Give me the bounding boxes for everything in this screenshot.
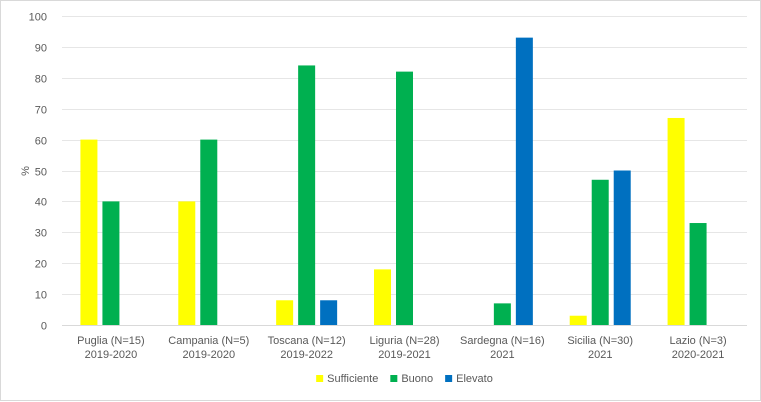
legend-swatch-sufficiente bbox=[316, 375, 324, 382]
bars bbox=[80, 37, 707, 326]
legend-label: Sufficiente bbox=[327, 373, 378, 385]
x-tick-sublabel: 2021 bbox=[588, 349, 612, 361]
bar-elevato bbox=[613, 170, 631, 325]
x-tick-sublabel: 2019-2022 bbox=[280, 349, 333, 361]
y-tick-label: 20 bbox=[35, 259, 47, 271]
x-tick-sublabel: 2019-2020 bbox=[85, 349, 138, 361]
y-tick-label: 70 bbox=[35, 105, 47, 117]
bar-buono bbox=[396, 71, 413, 326]
bar-buono bbox=[689, 223, 707, 325]
legend-swatch-elevato bbox=[445, 375, 453, 382]
y-tick-label: 30 bbox=[35, 228, 47, 240]
y-tick-label: 60 bbox=[35, 136, 47, 148]
bar-buono bbox=[591, 179, 609, 325]
legend-swatch-buono bbox=[390, 375, 398, 382]
x-tick-label: Sicilia (N=30) bbox=[567, 335, 633, 347]
bar-sufficiente bbox=[80, 139, 98, 325]
bar-buono bbox=[493, 303, 511, 325]
bar-sufficiente bbox=[667, 117, 685, 325]
bar-elevato bbox=[515, 37, 533, 325]
y-tick-label: 80 bbox=[35, 74, 47, 86]
y-tick-label: 100 bbox=[29, 12, 47, 24]
legend-label: Buono bbox=[401, 373, 433, 385]
bar-sufficiente bbox=[276, 300, 294, 325]
bar-sufficiente bbox=[569, 315, 587, 325]
legend: Sufficiente Buono Elevato bbox=[316, 373, 493, 385]
bar-buono bbox=[298, 65, 316, 325]
x-tick-sublabel: 2019-2020 bbox=[182, 349, 235, 361]
legend-label: Elevato bbox=[456, 373, 493, 385]
y-tick-label: 10 bbox=[35, 290, 47, 302]
x-tick-label: Campania (N=5) bbox=[168, 335, 249, 347]
x-tick-sublabel: 2021 bbox=[490, 349, 514, 361]
x-tick-label: Liguria (N=28) bbox=[369, 335, 439, 347]
x-tick-label: Puglia (N=15) bbox=[77, 335, 145, 347]
y-tick-label: 0 bbox=[41, 321, 47, 333]
y-tick-label: 90 bbox=[35, 43, 47, 55]
x-tick-sublabel: 2019-2021 bbox=[378, 349, 431, 361]
bar-sufficiente bbox=[374, 269, 391, 325]
y-tick-label: 50 bbox=[35, 167, 47, 179]
bar-buono bbox=[102, 201, 120, 325]
x-tick-sublabel: 2020-2021 bbox=[672, 349, 725, 361]
y-tick-label: 40 bbox=[35, 197, 47, 209]
bar-buono bbox=[200, 139, 218, 325]
x-tick-label: Sardegna (N=16) bbox=[460, 335, 545, 347]
x-tick-label: Toscana (N=12) bbox=[268, 335, 346, 347]
bar-sufficiente bbox=[178, 201, 196, 325]
axes: 0 10 20 30 40 50 60 70 80 90 100 Puglia (N=15) 2019-… bbox=[29, 12, 727, 362]
x-tick-label: Lazio (N=3) bbox=[669, 335, 726, 347]
y-axis-label: % bbox=[20, 166, 32, 176]
bar-elevato bbox=[320, 300, 338, 325]
